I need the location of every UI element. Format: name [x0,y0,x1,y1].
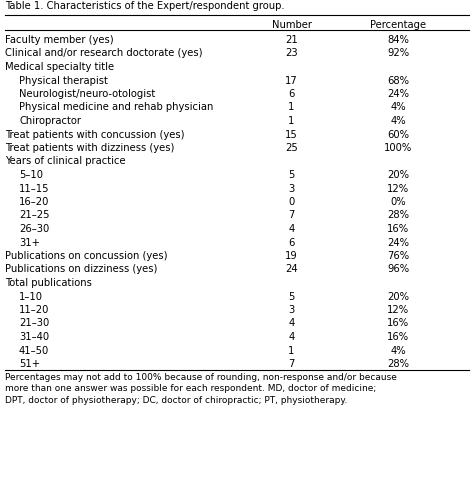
Text: 16%: 16% [387,318,409,328]
Text: 16%: 16% [387,224,409,234]
Text: 0%: 0% [391,197,406,207]
Text: 51+: 51+ [19,359,40,369]
Text: 41–50: 41–50 [19,345,49,355]
Text: Publications on dizziness (yes): Publications on dizziness (yes) [5,264,157,274]
Text: 5: 5 [288,170,295,180]
Text: 100%: 100% [384,143,412,153]
Text: 17: 17 [285,75,298,85]
Text: 4%: 4% [391,345,406,355]
Text: 20%: 20% [387,291,409,301]
Text: 1: 1 [288,102,295,112]
Text: 21–25: 21–25 [19,211,49,221]
Text: 7: 7 [288,359,295,369]
Text: 21: 21 [285,35,298,45]
Text: 4%: 4% [391,102,406,112]
Text: 1: 1 [288,345,295,355]
Text: Neurologist/neuro-otologist: Neurologist/neuro-otologist [19,89,155,99]
Text: Treat patients with concussion (yes): Treat patients with concussion (yes) [5,130,184,140]
Text: 28%: 28% [387,359,409,369]
Text: 12%: 12% [387,184,409,194]
Text: 92%: 92% [387,48,409,58]
Text: Faculty member (yes): Faculty member (yes) [5,35,114,45]
Text: 26–30: 26–30 [19,224,49,234]
Text: 24%: 24% [387,89,409,99]
Text: 25: 25 [285,143,298,153]
Text: 28%: 28% [387,211,409,221]
Text: 12%: 12% [387,305,409,315]
Text: 1–10: 1–10 [19,291,43,301]
Text: 5: 5 [288,291,295,301]
Text: 4: 4 [288,318,295,328]
Text: 31+: 31+ [19,238,40,248]
Text: 7: 7 [288,211,295,221]
Text: Number: Number [272,20,311,30]
Text: 6: 6 [288,238,295,248]
Text: 3: 3 [288,305,295,315]
Text: 11–15: 11–15 [19,184,49,194]
Text: 96%: 96% [387,264,409,274]
Text: Table 1. Characteristics of the Expert/respondent group.: Table 1. Characteristics of the Expert/r… [5,1,284,11]
Text: Clinical and/or research doctorate (yes): Clinical and/or research doctorate (yes) [5,48,202,58]
Text: 23: 23 [285,48,298,58]
Text: Percentage: Percentage [370,20,426,30]
Text: Physical therapist: Physical therapist [19,75,108,85]
Text: 24: 24 [285,264,298,274]
Text: 11–20: 11–20 [19,305,49,315]
Text: 21–30: 21–30 [19,318,49,328]
Text: Years of clinical practice: Years of clinical practice [5,157,126,167]
Text: Treat patients with dizziness (yes): Treat patients with dizziness (yes) [5,143,174,153]
Text: 68%: 68% [387,75,409,85]
Text: 4: 4 [288,224,295,234]
Text: 84%: 84% [387,35,409,45]
Text: Medical specialty title: Medical specialty title [5,62,114,72]
Text: 4%: 4% [391,116,406,126]
Text: 31–40: 31–40 [19,332,49,342]
Text: 3: 3 [288,184,295,194]
Text: 16%: 16% [387,332,409,342]
Text: 6: 6 [288,89,295,99]
Text: 19: 19 [285,251,298,261]
Text: Publications on concussion (yes): Publications on concussion (yes) [5,251,167,261]
Text: 16–20: 16–20 [19,197,49,207]
Text: 0: 0 [288,197,295,207]
Text: 1: 1 [288,116,295,126]
Text: 60%: 60% [387,130,409,140]
Text: 76%: 76% [387,251,409,261]
Text: Chiropractor: Chiropractor [19,116,81,126]
Text: Total publications: Total publications [5,278,92,288]
Text: Physical medicine and rehab physician: Physical medicine and rehab physician [19,102,213,112]
Text: Percentages may not add to 100% because of rounding, non-response and/or because: Percentages may not add to 100% because … [5,372,397,405]
Text: 15: 15 [285,130,298,140]
Text: 5–10: 5–10 [19,170,43,180]
Text: 20%: 20% [387,170,409,180]
Text: 4: 4 [288,332,295,342]
Text: 24%: 24% [387,238,409,248]
